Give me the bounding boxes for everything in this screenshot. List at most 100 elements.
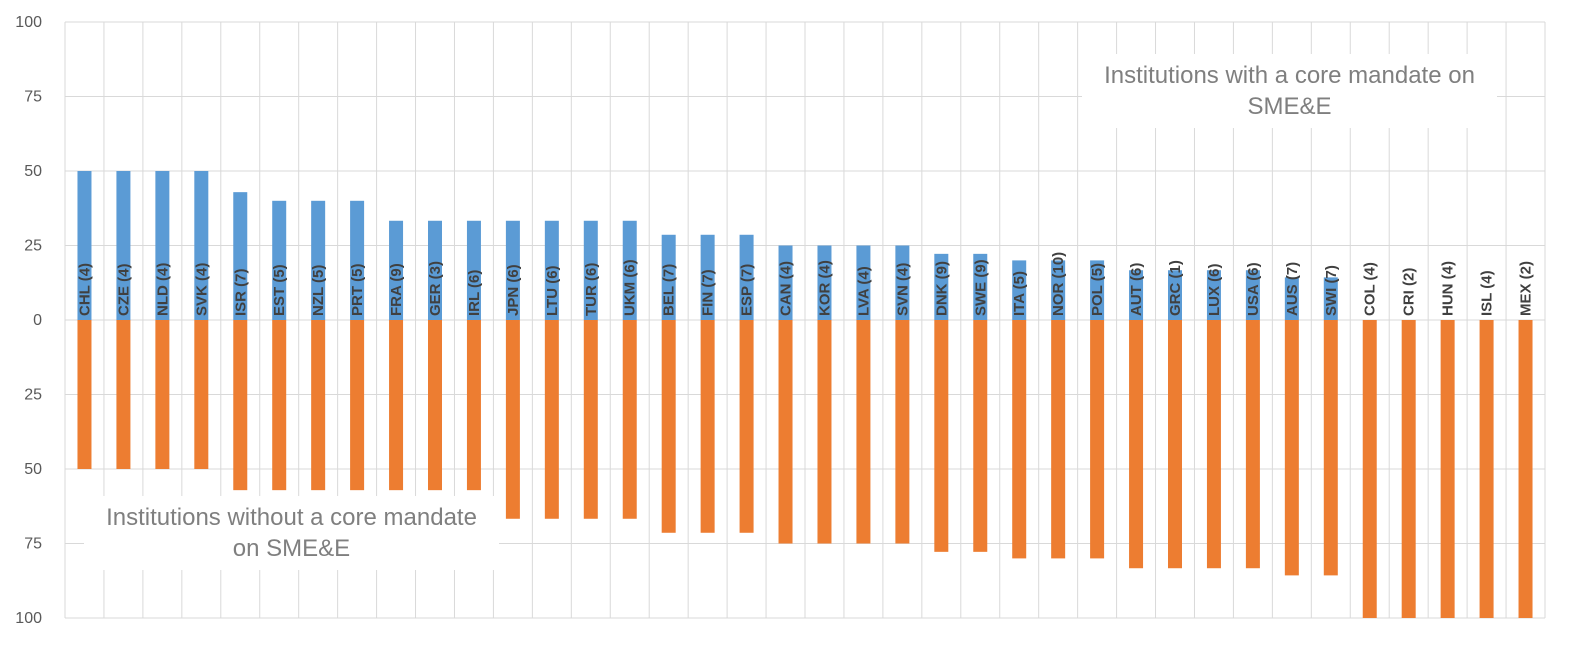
bar-without-mandate	[1012, 320, 1027, 559]
bar-with-mandate	[350, 200, 365, 320]
bar-without-mandate	[1440, 320, 1455, 618]
bar-with-mandate	[194, 171, 209, 320]
bars	[77, 171, 1533, 618]
category-label: ESP (7)	[739, 264, 756, 316]
category-label: AUS (7)	[1284, 262, 1301, 316]
category-label: CZE (4)	[115, 263, 132, 316]
bar-with-mandate	[233, 192, 248, 320]
annotation-without-mandate: Institutions without a core mandate on S…	[84, 496, 499, 570]
bar-without-mandate	[77, 320, 92, 469]
bar-with-mandate	[778, 245, 793, 320]
bar-without-mandate	[428, 320, 442, 491]
category-label: CRI (2)	[1401, 268, 1418, 316]
category-label: JPN (6)	[505, 264, 522, 316]
bar-without-mandate	[155, 320, 170, 469]
bar-without-mandate	[895, 320, 910, 544]
bar-without-mandate	[466, 320, 481, 491]
bar-with-mandate	[1129, 270, 1144, 320]
y-tick-label: 75	[24, 89, 42, 106]
bar-with-mandate	[428, 220, 442, 320]
bar-with-mandate	[583, 220, 598, 320]
bar-with-mandate	[544, 220, 559, 320]
category-label: AUT (6)	[1128, 263, 1145, 316]
bar-without-mandate	[1362, 320, 1377, 618]
category-label: FIN (7)	[700, 269, 717, 316]
bar-with-mandate	[1206, 270, 1221, 320]
bar-with-mandate	[1012, 260, 1027, 320]
category-label: TUR (6)	[583, 263, 600, 316]
bar-with-mandate	[272, 200, 287, 320]
category-label: ISR (7)	[232, 268, 249, 316]
bar-with-mandate	[934, 253, 949, 320]
bar-without-mandate	[778, 320, 793, 544]
bar-without-mandate	[389, 320, 404, 491]
y-tick-label: 100	[15, 14, 42, 31]
y-tick-label: 0	[33, 312, 42, 329]
bar-with-mandate	[1245, 270, 1260, 320]
y-tick-label: 50	[24, 163, 42, 180]
bar-without-mandate	[1401, 320, 1416, 618]
bar-with-mandate	[856, 245, 871, 320]
bar-with-mandate	[1090, 260, 1105, 320]
category-label: COL (4)	[1362, 262, 1379, 316]
category-label: CAN (4)	[778, 261, 795, 316]
bar-with-mandate	[895, 245, 910, 320]
category-label: LTU (6)	[544, 265, 561, 316]
y-tick-label: 50	[24, 461, 42, 478]
category-label: FRA (9)	[388, 263, 405, 316]
bar-with-mandate	[739, 234, 754, 320]
bar-with-mandate	[1168, 270, 1182, 320]
annotation-with-mandate: Institutions with a core mandate on SME&…	[1082, 54, 1497, 128]
category-label: NOR (10)	[1050, 252, 1067, 316]
category-label: USA (6)	[1245, 262, 1262, 316]
bar-without-mandate	[194, 320, 209, 469]
bar-without-mandate	[1051, 320, 1066, 559]
y-tick-label: 100	[15, 610, 42, 627]
category-label: KOR (4)	[816, 260, 833, 316]
bar-with-mandate	[311, 200, 326, 320]
bar-without-mandate	[934, 320, 949, 552]
category-labels: CHL (4) CZE (4) NLD (4) SVK (4) ISR (7) EST (…	[76, 252, 1534, 316]
bar-with-mandate	[661, 234, 676, 320]
bar-without-mandate	[661, 320, 676, 533]
bar-with-mandate	[1284, 277, 1299, 320]
bar-with-mandate	[77, 171, 92, 320]
category-label: EST (5)	[271, 264, 288, 316]
category-label: SVK (4)	[193, 263, 210, 316]
bar-with-mandate	[116, 171, 131, 320]
category-label: SWI (7)	[1323, 265, 1340, 316]
y-tick-label: 25	[24, 238, 42, 255]
bar-without-mandate	[973, 320, 988, 552]
y-tick-label: 75	[24, 536, 42, 553]
category-label: DNK (9)	[933, 261, 950, 316]
category-label: NLD (4)	[154, 263, 171, 316]
category-label: POL (5)	[1089, 263, 1106, 316]
bar-without-mandate	[311, 320, 326, 491]
category-label: SWE (9)	[972, 259, 989, 316]
category-label: IRL (6)	[466, 270, 483, 316]
bar-without-mandate	[350, 320, 365, 491]
category-label: LVA (4)	[855, 266, 872, 316]
bar-with-mandate	[973, 253, 988, 320]
bar-without-mandate	[1323, 320, 1338, 576]
bar-without-mandate	[505, 320, 520, 519]
bar-without-mandate	[116, 320, 131, 469]
bar-with-mandate	[389, 220, 404, 320]
bar-with-mandate	[505, 220, 520, 320]
category-label: LUX (6)	[1206, 263, 1223, 316]
y-tick-label: 25	[24, 387, 42, 404]
bar-without-mandate	[583, 320, 598, 519]
bar-with-mandate	[1323, 277, 1338, 320]
y-axis-ticks: 100 75 50 25 0 25 50 75 100	[15, 14, 42, 627]
bar-without-mandate	[700, 320, 715, 533]
bar-without-mandate	[272, 320, 287, 491]
bar-with-mandate	[622, 220, 637, 320]
category-label: HUN (4)	[1440, 261, 1457, 316]
bar-without-mandate	[1129, 320, 1144, 569]
bar-with-mandate	[1051, 260, 1066, 320]
bar-without-mandate	[1090, 320, 1105, 559]
bar-without-mandate	[817, 320, 832, 544]
category-label: NZL (5)	[310, 265, 327, 316]
bar-without-mandate	[622, 320, 637, 519]
